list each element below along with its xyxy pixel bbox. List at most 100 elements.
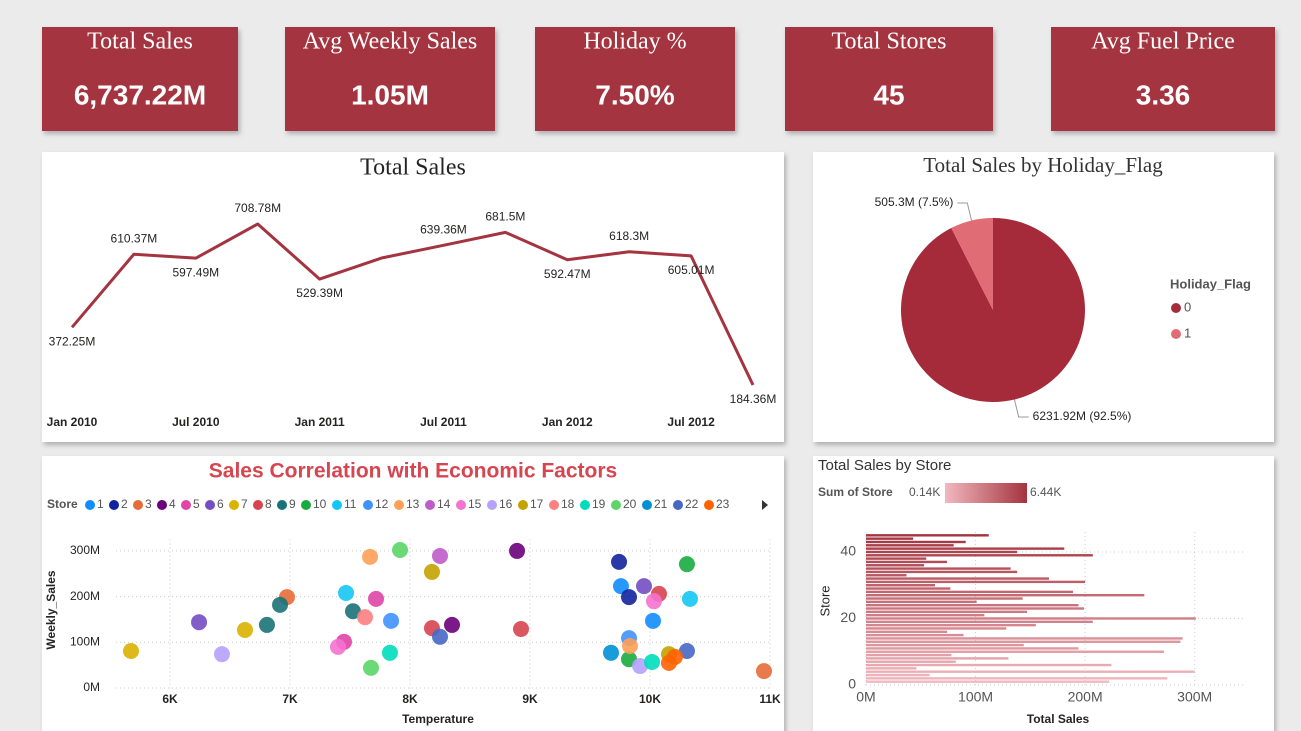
bar[interactable] [866, 670, 1195, 673]
legend-label[interactable]: 1 [97, 497, 104, 511]
bar[interactable] [866, 660, 956, 663]
scatter-point[interactable] [513, 621, 529, 638]
legend-label[interactable]: 17 [530, 497, 544, 511]
bar[interactable] [866, 667, 917, 670]
legend-label[interactable]: 5 [193, 497, 200, 511]
bar[interactable] [866, 610, 1028, 614]
bar[interactable] [866, 637, 1183, 640]
legend-label[interactable]: 19 [592, 497, 606, 511]
bar[interactable] [866, 653, 952, 657]
scatter-point[interactable] [660, 654, 677, 671]
scatter-point[interactable] [258, 616, 275, 633]
scatter-point[interactable] [392, 542, 409, 559]
scatter-point[interactable] [611, 553, 628, 570]
bar[interactable] [866, 627, 1007, 630]
legend-label[interactable]: 10 [313, 497, 327, 511]
scatter-point[interactable] [678, 556, 695, 573]
bar[interactable] [866, 557, 927, 560]
bar[interactable] [866, 647, 1079, 650]
legend-label[interactable]: 22 [685, 497, 699, 511]
bar[interactable] [866, 574, 907, 577]
bar[interactable] [866, 567, 1011, 570]
legend-label[interactable]: 11 [344, 497, 357, 511]
bar[interactable] [866, 613, 985, 617]
scatter-point[interactable] [272, 596, 289, 613]
bar[interactable] [866, 633, 964, 637]
bar[interactable] [866, 620, 1093, 624]
bar[interactable] [866, 680, 1110, 683]
bar[interactable] [866, 600, 977, 604]
bar[interactable] [866, 584, 936, 587]
bar[interactable] [866, 534, 989, 537]
scatter-point[interactable] [357, 609, 373, 626]
scatter-point[interactable] [362, 548, 379, 565]
scatter-point[interactable] [423, 563, 440, 580]
legend-label[interactable]: 21 [654, 497, 668, 511]
scatter-point[interactable] [644, 653, 661, 670]
scatter-point[interactable] [381, 644, 398, 661]
scatter-point[interactable] [621, 637, 638, 654]
scatter-point[interactable] [678, 642, 695, 659]
legend-label[interactable]: 8 [265, 497, 272, 511]
legend-label[interactable]: 18 [561, 497, 575, 511]
bar[interactable] [866, 640, 1181, 643]
legend-label[interactable]: 16 [499, 497, 513, 511]
scatter-point[interactable] [612, 578, 629, 595]
bar[interactable] [866, 643, 1024, 647]
bar[interactable] [866, 607, 1085, 610]
bar[interactable] [866, 560, 948, 564]
legend-label[interactable]: 1 [1184, 325, 1191, 340]
scatter-point[interactable] [645, 612, 661, 629]
scatter-point[interactable] [681, 590, 698, 607]
scatter-point[interactable] [632, 658, 649, 675]
bar[interactable] [866, 540, 966, 544]
bar[interactable] [866, 544, 954, 547]
bar[interactable] [866, 590, 1074, 594]
legend-label[interactable]: 14 [437, 497, 451, 511]
legend-label[interactable]: 13 [406, 497, 420, 511]
bar[interactable] [866, 577, 1049, 580]
bar[interactable] [866, 677, 1168, 680]
bar[interactable] [866, 564, 925, 567]
bar[interactable] [866, 673, 930, 677]
scatter-point[interactable] [432, 628, 448, 645]
legend-label[interactable]: 4 [169, 497, 176, 511]
bar[interactable] [866, 603, 1079, 607]
legend-label[interactable]: 23 [716, 497, 730, 511]
scatter-point[interactable] [444, 616, 460, 633]
bar[interactable] [866, 593, 1145, 597]
legend-label[interactable]: 6 [217, 497, 224, 511]
bar[interactable] [866, 580, 1086, 584]
legend-next-arrow[interactable] [762, 500, 768, 510]
bar[interactable] [866, 617, 1196, 620]
scatter-point[interactable] [330, 638, 346, 655]
scatter-point[interactable] [509, 542, 526, 559]
scatter-point[interactable] [603, 644, 619, 661]
scatter-point[interactable] [191, 614, 208, 631]
bar[interactable] [866, 650, 1165, 653]
scatter-point[interactable] [368, 590, 385, 607]
scatter-point[interactable] [338, 584, 355, 601]
bar[interactable] [866, 587, 951, 590]
scatter-point[interactable] [345, 603, 361, 620]
scatter-point[interactable] [363, 659, 379, 676]
bar[interactable] [866, 657, 1009, 660]
scatter-point[interactable] [621, 589, 637, 606]
scatter-point[interactable] [237, 621, 253, 638]
scatter-point[interactable] [213, 646, 230, 663]
bar[interactable] [866, 550, 1018, 554]
bar[interactable] [866, 570, 1018, 574]
scatter-point[interactable] [756, 663, 772, 680]
legend-label[interactable]: 7 [241, 497, 248, 511]
bar[interactable] [866, 663, 1112, 667]
legend-label[interactable]: 15 [468, 497, 482, 511]
bar[interactable] [866, 597, 1023, 600]
legend-label[interactable]: 2 [121, 497, 128, 511]
scatter-point[interactable] [432, 547, 448, 564]
bar[interactable] [866, 537, 914, 540]
scatter-point[interactable] [645, 593, 662, 610]
legend-label[interactable]: 12 [375, 497, 389, 511]
legend-label[interactable]: 9 [289, 497, 296, 511]
scatter-point[interactable] [636, 578, 652, 595]
scatter-point[interactable] [383, 612, 400, 629]
